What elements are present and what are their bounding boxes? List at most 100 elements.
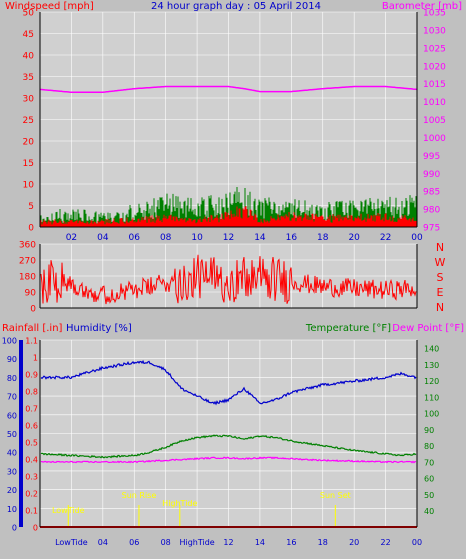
wind-x-tick-label: 18 [317, 233, 329, 243]
event-label: LowTide [52, 506, 85, 515]
temperature-tick-label: 130 [424, 361, 439, 370]
barometer-tick-label: 1010 [423, 98, 446, 108]
wind-x-tick-label: 20 [348, 233, 360, 243]
climate-x-tick-label: 16 [286, 538, 296, 547]
wind-tick-label: 35 [23, 73, 34, 83]
rainfall-tick-label: 0.3 [25, 473, 38, 482]
barometer-tick-label: 980 [423, 206, 440, 216]
humidity-tick-label: 0 [12, 524, 17, 533]
humidity-tick-label: 30 [7, 467, 17, 476]
climate-x-tick-label: 08 [161, 538, 171, 547]
temperature-tick-label: 80 [424, 442, 434, 451]
barometer-tick-label: 1015 [423, 80, 446, 90]
wind-x-tick-label: 04 [97, 233, 109, 243]
climate-x-tick-label: 06 [129, 538, 139, 547]
humidity-tick-label: 50 [7, 430, 17, 439]
temperature-tick-label: 110 [424, 393, 439, 402]
temperature-tick-label: 100 [424, 410, 439, 419]
wind-tick-label: 10 [23, 181, 35, 191]
event-label: Sun Rise [122, 491, 157, 500]
wind-tick-label: 50 [23, 9, 35, 19]
rainfall-axis-title: Rainfall [.in] [2, 323, 63, 334]
compass-label: N [436, 301, 444, 314]
wind-x-tick-label: 22 [380, 233, 391, 243]
humidity-axis-title: Humidity [%] [66, 323, 132, 334]
wind-x-tick-label: 16 [286, 233, 298, 243]
barometer-axis-title: Barometer [mb] [382, 1, 462, 12]
barometer-tick-label: 985 [423, 188, 440, 198]
rainfall-tick-label: 0.5 [25, 439, 38, 448]
climate-x-tick-label: 14 [255, 538, 265, 547]
temperature-tick-label: 60 [424, 475, 434, 484]
wind-axes: 5045403530252015105010351030102510201015… [23, 9, 447, 244]
barometer-tick-label: 1020 [423, 62, 446, 72]
humidity-tick-label: 100 [2, 337, 17, 346]
humidity-tick-label: 80 [7, 374, 17, 383]
temperature-axis-title: Temperature [°F] [305, 323, 391, 334]
barometer-tick-label: 1025 [423, 44, 446, 54]
event-label: HighTide [162, 499, 197, 508]
temperature-tick-label: 90 [424, 426, 434, 435]
wind-x-tick-label: 00 [411, 233, 423, 243]
climate-axes: 10090807060504030201001.110.90.80.70.60.… [2, 337, 440, 548]
humidity-tick-label: 10 [7, 505, 17, 514]
climate-x-tick-label: HighTide [179, 538, 214, 547]
barometer-tick-label: 1030 [423, 26, 446, 36]
climate-x-tick-label: 22 [380, 538, 390, 547]
wind-x-tick-label: 12 [223, 233, 234, 243]
rainfall-tick-label: 0.4 [25, 456, 38, 465]
rainfall-axis-bar [19, 340, 23, 527]
wind-tick-label: 15 [23, 159, 34, 169]
rainfall-tick-label: 0.6 [25, 422, 38, 431]
rainfall-tick-label: 0.1 [25, 507, 38, 516]
humidity-tick-label: 20 [7, 486, 17, 495]
humidity-tick-label: 70 [7, 393, 17, 402]
direction-tick-label: 180 [19, 273, 36, 283]
temperature-tick-label: 70 [424, 458, 434, 467]
event-markers: LowTide Sun Rise HighTide Sun Set [52, 491, 351, 526]
rainfall-tick-label: 1.1 [25, 337, 38, 346]
dewpoint-series [41, 456, 417, 464]
dewpoint-axis-title: Dew Point [°F] [392, 323, 464, 334]
climate-x-tick-label: LowTide [55, 538, 88, 547]
wind-direction-series [40, 254, 417, 305]
barometer-tick-label: 1005 [423, 116, 446, 126]
rainfall-tick-label: 0.7 [25, 405, 38, 414]
direction-series [40, 254, 417, 305]
barometer-series [39, 85, 418, 94]
direction-tick-label: 90 [25, 289, 37, 299]
temperature-tick-label: 50 [424, 491, 434, 500]
compass-label: W [435, 256, 446, 269]
temperature-tick-label: 140 [424, 345, 439, 354]
rainfall-tick-label: 0.9 [25, 371, 38, 380]
temperature-series [40, 434, 417, 459]
wind-tick-label: 25 [23, 116, 34, 126]
climate-x-tick-label: 00 [412, 538, 422, 547]
wind-tick-label: 20 [23, 138, 35, 148]
humidity-tick-label: 60 [7, 411, 17, 420]
compass-label: S [437, 271, 444, 284]
wind-series [39, 85, 418, 227]
graph-title: 24 hour graph day : 05 April 2014 [151, 1, 321, 12]
event-label: Sun Set [320, 491, 351, 500]
temperature-tick-label: 40 [424, 507, 434, 516]
direction-tick-label: 360 [19, 241, 36, 251]
barometer-tick-label: 975 [423, 224, 440, 234]
barometer-tick-label: 990 [423, 170, 440, 180]
wind-tick-label: 45 [23, 30, 34, 40]
rainfall-tick-label: 0.8 [25, 388, 38, 397]
rainfall-tick-label: 0.2 [25, 490, 38, 499]
humidity-tick-label: 90 [7, 355, 17, 364]
windspeed-axis-title: Windspeed [mph] [5, 1, 94, 12]
rainfall-tick-label: 1 [33, 354, 38, 363]
wind-tick-label: 30 [23, 95, 35, 105]
wind-tick-label: 5 [28, 202, 34, 212]
climate-x-tick-label: 18 [318, 538, 328, 547]
climate-x-tick-label: 04 [98, 538, 108, 547]
direction-tick-label: 270 [19, 257, 36, 267]
wind-x-tick-label: 10 [191, 233, 203, 243]
windspeed-series [40, 206, 417, 227]
